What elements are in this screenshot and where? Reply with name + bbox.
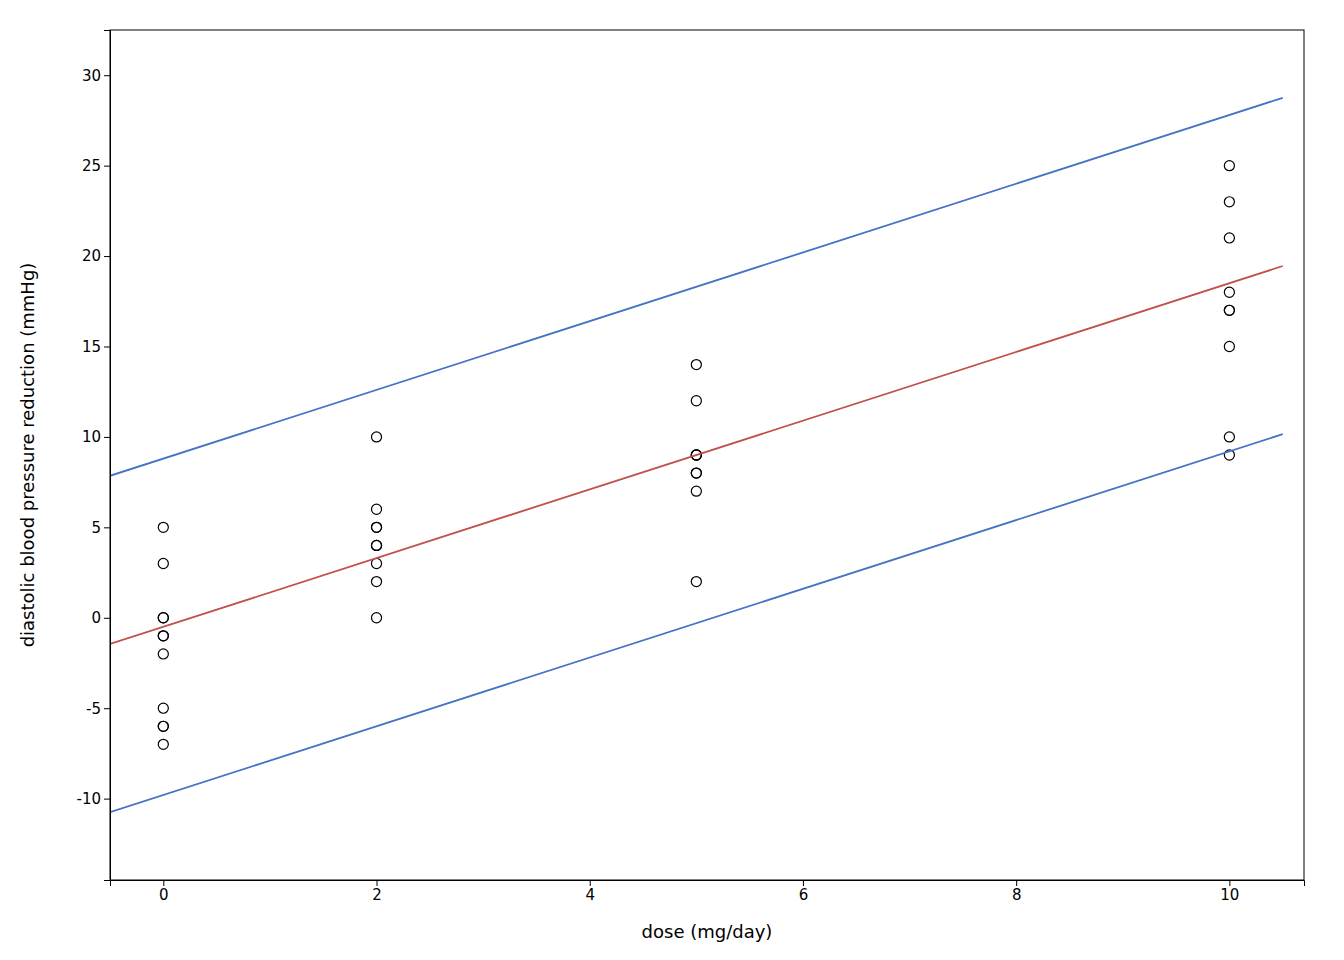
tick: 0 — [91, 609, 110, 627]
x-axis-title: dose (mg/day) — [642, 921, 773, 942]
point — [158, 739, 168, 749]
point — [158, 703, 168, 713]
tick-label: 0 — [91, 609, 101, 627]
point — [1224, 432, 1234, 442]
tick-label: 2 — [372, 886, 382, 904]
point — [158, 613, 168, 623]
point — [158, 649, 168, 659]
point — [691, 468, 701, 478]
tick-mark — [104, 708, 110, 709]
tick-mark — [104, 799, 110, 800]
tick: -10 — [77, 790, 111, 808]
point — [691, 577, 701, 587]
point — [1224, 305, 1234, 315]
point — [691, 360, 701, 370]
point — [158, 721, 168, 731]
point — [691, 396, 701, 406]
point — [371, 432, 381, 442]
tick-label: 30 — [82, 67, 101, 85]
tick: 25 — [82, 157, 110, 175]
tick-mark — [104, 346, 110, 347]
tick: 15 — [82, 338, 110, 356]
chart: 0 2 4 6 8 10 -10 -5 0 5 10 15 20 25 30 dose (mg/day) dia… — [0, 0, 1344, 960]
line — [110, 434, 1283, 812]
point — [158, 522, 168, 532]
point — [691, 486, 701, 496]
tick: 5 — [91, 519, 110, 537]
tick-label: 20 — [82, 247, 101, 265]
point — [158, 631, 168, 641]
marks — [110, 98, 1283, 812]
tick-label: 10 — [1220, 886, 1239, 904]
tick-label: 4 — [585, 886, 595, 904]
point — [1224, 161, 1234, 171]
tick: 10 — [82, 428, 110, 446]
x-axis: 0 2 4 6 8 10 — [111, 880, 1305, 904]
tick: 30 — [82, 67, 110, 85]
tick-mark — [104, 166, 110, 167]
tick-label: 6 — [799, 886, 809, 904]
plot: 0 2 4 6 8 10 -10 -5 0 5 10 15 20 25 30 — [77, 30, 1305, 904]
plot-frame — [110, 30, 1304, 880]
point — [371, 540, 381, 550]
tick-mark — [104, 256, 110, 257]
y-axis: -10 -5 0 5 10 15 20 25 30 — [77, 31, 111, 881]
point — [371, 522, 381, 532]
point — [158, 613, 168, 623]
tick-label: 8 — [1012, 886, 1022, 904]
point — [1224, 197, 1234, 207]
tick: 20 — [82, 247, 110, 265]
point — [1224, 287, 1234, 297]
point — [158, 558, 168, 568]
point — [1224, 341, 1234, 351]
tick-mark — [104, 75, 110, 76]
y-axis-title: diastolic blood pressure reduction (mmHg… — [17, 263, 38, 648]
axis-line — [104, 31, 111, 881]
tick-mark — [104, 527, 110, 528]
tick: 4 — [585, 880, 595, 904]
tick-mark — [104, 618, 110, 619]
tick: 0 — [159, 880, 169, 904]
tick-label: 0 — [159, 886, 169, 904]
point — [371, 577, 381, 587]
line — [110, 98, 1283, 476]
tick-label: -10 — [77, 790, 102, 808]
tick-label: 15 — [82, 338, 101, 356]
tick-label: 10 — [82, 428, 101, 446]
tick: 6 — [799, 880, 809, 904]
point — [371, 613, 381, 623]
tick: 8 — [1012, 880, 1022, 904]
point — [371, 504, 381, 514]
point — [371, 522, 381, 532]
tick: 10 — [1220, 880, 1239, 904]
axis-line — [111, 881, 1305, 887]
tick-mark — [104, 437, 110, 438]
line — [110, 266, 1283, 644]
tick: -5 — [86, 699, 110, 717]
point — [1224, 233, 1234, 243]
tick-label: 5 — [91, 519, 101, 537]
tick-label: -5 — [86, 699, 101, 717]
point — [1224, 305, 1234, 315]
tick-label: 25 — [82, 157, 101, 175]
tick: 2 — [372, 880, 382, 904]
point — [691, 468, 701, 478]
point — [371, 540, 381, 550]
point — [158, 721, 168, 731]
point — [158, 631, 168, 641]
